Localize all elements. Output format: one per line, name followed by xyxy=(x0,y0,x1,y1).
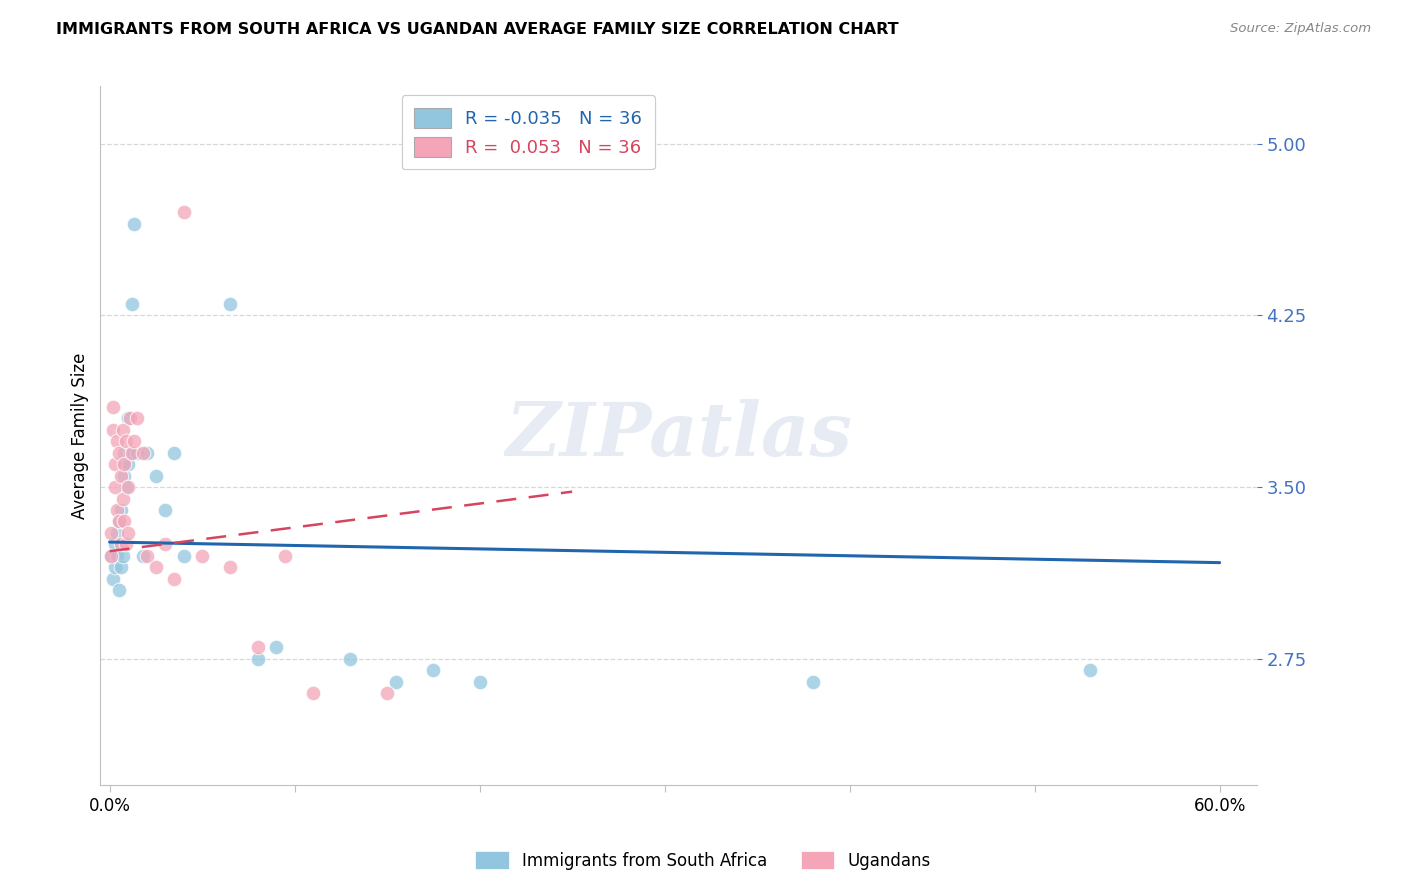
Point xyxy=(103,400,125,414)
Point xyxy=(104,480,127,494)
Point xyxy=(375,686,398,700)
Point xyxy=(100,525,122,540)
Point xyxy=(105,503,128,517)
Y-axis label: Average Family Size: Average Family Size xyxy=(72,352,89,519)
Point xyxy=(122,434,145,449)
Point xyxy=(105,549,128,563)
Legend: R = -0.035   N = 36, R =  0.053   N = 36: R = -0.035 N = 36, R = 0.053 N = 36 xyxy=(402,95,655,169)
Point xyxy=(108,515,131,529)
Point xyxy=(104,560,127,574)
Point xyxy=(111,491,134,506)
Point xyxy=(132,549,155,563)
Point xyxy=(218,560,240,574)
Point xyxy=(135,446,157,460)
Point xyxy=(115,537,138,551)
Text: ZIPatlas: ZIPatlas xyxy=(505,400,852,472)
Point xyxy=(173,549,195,563)
Point xyxy=(117,411,139,425)
Point xyxy=(103,572,125,586)
Point xyxy=(100,549,122,563)
Point xyxy=(163,446,186,460)
Point xyxy=(468,674,491,689)
Point xyxy=(117,457,139,471)
Point xyxy=(153,537,176,551)
Point xyxy=(112,468,135,483)
Point xyxy=(163,572,186,586)
Point xyxy=(127,446,149,460)
Point xyxy=(105,525,128,540)
Point xyxy=(145,468,167,483)
Point xyxy=(104,537,127,551)
Point xyxy=(112,515,135,529)
Point xyxy=(117,525,139,540)
Point xyxy=(246,652,269,666)
Point xyxy=(132,446,155,460)
Point xyxy=(108,446,131,460)
Point xyxy=(103,423,125,437)
Point xyxy=(105,434,128,449)
Point xyxy=(110,468,132,483)
Point xyxy=(302,686,325,700)
Point xyxy=(246,640,269,655)
Point xyxy=(111,423,134,437)
Point xyxy=(191,549,214,563)
Point xyxy=(111,549,134,563)
Point xyxy=(153,503,176,517)
Point xyxy=(339,652,361,666)
Point xyxy=(264,640,287,655)
Point xyxy=(100,549,122,563)
Point xyxy=(108,515,131,529)
Point xyxy=(274,549,297,563)
Point xyxy=(422,663,444,677)
Point xyxy=(145,560,167,574)
Point xyxy=(121,297,143,311)
Point xyxy=(110,560,132,574)
Point xyxy=(110,537,132,551)
Point xyxy=(115,480,138,494)
Point xyxy=(118,411,141,425)
Point xyxy=(111,457,134,471)
Point xyxy=(1078,663,1101,677)
Point xyxy=(385,674,408,689)
Point xyxy=(118,446,141,460)
Point xyxy=(112,446,135,460)
Point xyxy=(110,503,132,517)
Point xyxy=(122,217,145,231)
Legend: Immigrants from South Africa, Ugandans: Immigrants from South Africa, Ugandans xyxy=(468,845,938,877)
Point xyxy=(117,480,139,494)
Point xyxy=(801,674,824,689)
Point xyxy=(218,297,240,311)
Point xyxy=(127,411,149,425)
Point xyxy=(135,549,157,563)
Point xyxy=(115,434,138,449)
Point xyxy=(173,205,195,219)
Text: IMMIGRANTS FROM SOUTH AFRICA VS UGANDAN AVERAGE FAMILY SIZE CORRELATION CHART: IMMIGRANTS FROM SOUTH AFRICA VS UGANDAN … xyxy=(56,22,898,37)
Point xyxy=(112,457,135,471)
Point xyxy=(104,457,127,471)
Point xyxy=(121,446,143,460)
Text: Source: ZipAtlas.com: Source: ZipAtlas.com xyxy=(1230,22,1371,36)
Point xyxy=(108,583,131,598)
